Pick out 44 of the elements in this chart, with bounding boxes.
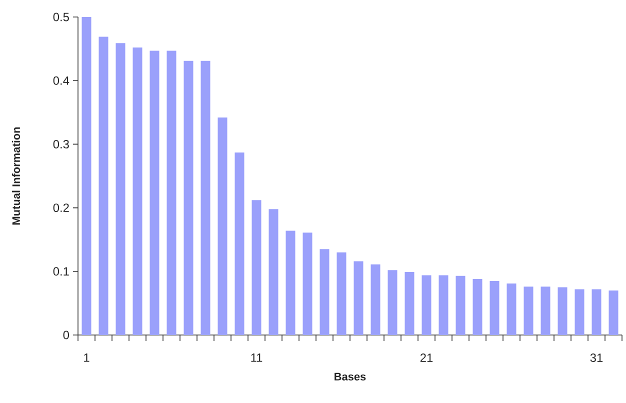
y-tick-label: 0.2 xyxy=(53,204,69,212)
bar xyxy=(558,287,568,335)
x-tick-label: 21 xyxy=(420,354,433,362)
bar xyxy=(302,232,312,335)
bar xyxy=(574,289,584,335)
bar xyxy=(166,50,176,335)
bar xyxy=(132,48,142,335)
y-tick-label: 0.4 xyxy=(53,76,70,85)
bar xyxy=(422,275,432,335)
bar xyxy=(184,60,194,335)
bar xyxy=(592,289,602,335)
bar xyxy=(218,117,228,335)
bar xyxy=(268,209,278,335)
bar xyxy=(472,279,482,335)
bar xyxy=(506,283,516,335)
bar xyxy=(608,290,618,335)
y-tick-label: 0.1 xyxy=(53,267,69,276)
y-tick-label: 0 xyxy=(63,330,70,340)
bar xyxy=(370,264,380,335)
bar xyxy=(540,286,550,335)
bar xyxy=(336,252,346,335)
bar xyxy=(150,50,160,335)
y-tick-label: 0.3 xyxy=(53,140,69,148)
x-axis-title: Bases xyxy=(334,372,366,380)
bar xyxy=(438,275,448,335)
x-tick-label: 11 xyxy=(251,354,262,362)
bar xyxy=(234,152,244,335)
bar xyxy=(286,230,296,335)
bar xyxy=(252,200,262,335)
y-tick-label: 0.5 xyxy=(53,12,69,22)
bar xyxy=(524,286,534,335)
bar xyxy=(388,270,398,335)
bar xyxy=(354,261,364,335)
bar xyxy=(200,60,210,335)
bar xyxy=(490,280,500,335)
bar xyxy=(456,276,466,335)
bar xyxy=(82,16,92,335)
bar xyxy=(98,36,108,335)
bar xyxy=(404,272,414,335)
bar xyxy=(116,43,126,335)
bar xyxy=(320,249,330,335)
x-tick-label: 31 xyxy=(590,354,603,362)
y-axis-title: Mutual Information xyxy=(12,127,20,225)
x-tick-label: 1 xyxy=(84,354,90,362)
